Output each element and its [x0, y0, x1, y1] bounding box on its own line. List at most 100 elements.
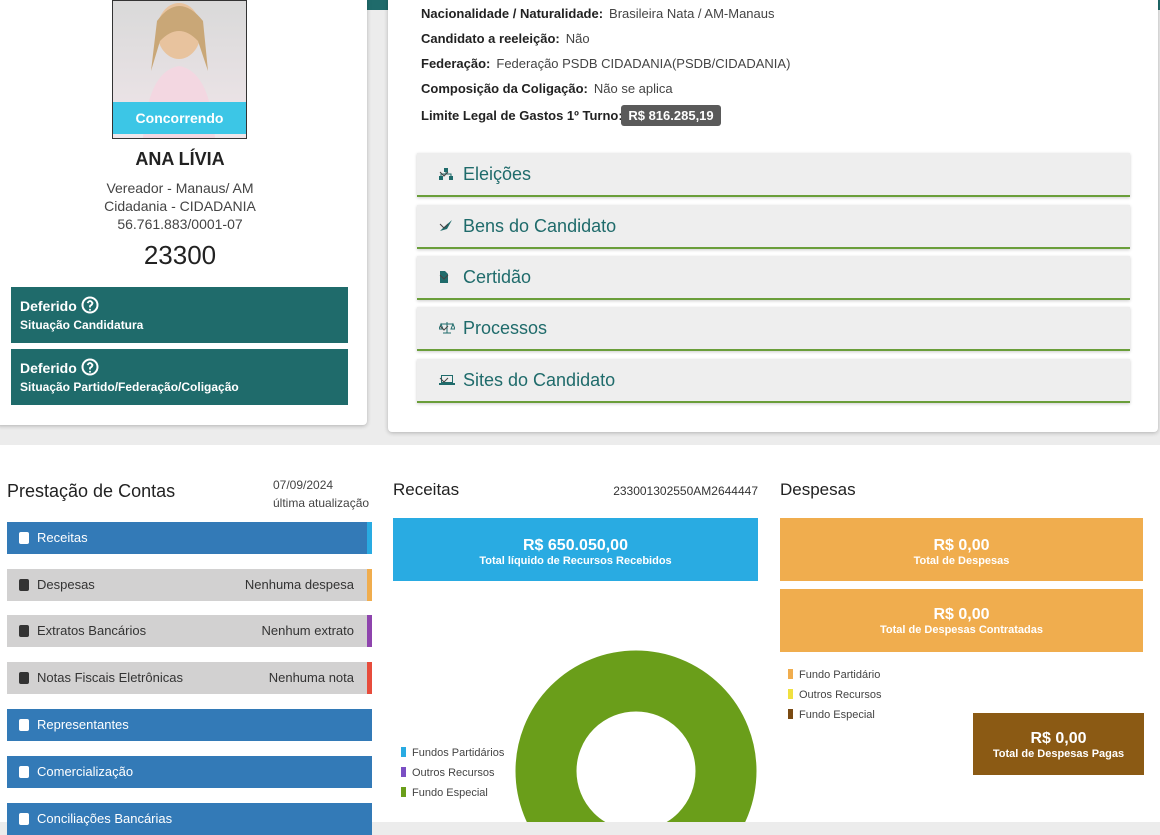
item-label: Despesas	[37, 577, 95, 592]
menu-item[interactable]: Receitas	[7, 522, 372, 554]
legend-label: Fundo Especial	[412, 787, 488, 799]
account-id: 233001302550AM2644447	[613, 484, 758, 498]
accordion-title: Bens do Candidato	[463, 216, 617, 236]
situation-box: Deferido Situação Partido/Federação/Coli…	[11, 349, 348, 405]
item-edge	[367, 522, 372, 554]
accordion[interactable]: Eleições	[417, 153, 1130, 197]
detail-row: Candidato a reeleição: Não	[421, 31, 590, 46]
detail-row: Nacionalidade / Naturalidade: Brasileira …	[421, 6, 775, 21]
detail-row: Federação: Federação PSDB CIDADANIA(PSDB/…	[421, 56, 790, 71]
swatch	[401, 767, 406, 777]
item-icon	[19, 719, 29, 731]
swatch	[401, 787, 406, 797]
help-icon[interactable]	[81, 358, 99, 376]
limit-badge: R$ 816.285,19	[621, 105, 721, 126]
menu-item[interactable]: Despesas Nenhuma despesa	[7, 569, 372, 601]
detail-label: Federação:	[421, 56, 491, 71]
legend-label: Outros Recursos	[412, 767, 495, 779]
legend-label: Fundos Partidários	[412, 747, 505, 759]
detail-value: Brasileira Nata / AM-Manaus	[609, 6, 775, 21]
item-label: Notas Fiscais Eletrônicas	[37, 670, 183, 685]
situation-label: Situação Candidatura	[20, 318, 144, 332]
menu-item[interactable]: Comercialização	[7, 756, 372, 788]
section-title: Prestação de Contas	[7, 481, 176, 501]
item-edge	[367, 615, 372, 647]
icon-shape	[19, 625, 29, 637]
swatch	[401, 747, 406, 757]
situation-status: Deferido	[20, 360, 77, 376]
expense-legend: Fundo Partidário Outros Recursos Fundo E…	[788, 665, 882, 725]
status-button[interactable]: Concorrendo	[113, 102, 246, 134]
item-note: Nenhuma despesa	[244, 577, 354, 592]
info-line: 56.761.883/0001-07	[117, 216, 243, 232]
icon-shape	[19, 813, 29, 825]
chevron	[439, 223, 449, 229]
menu-item[interactable]: Extratos Bancários Nenhum extrato	[7, 615, 372, 647]
info-line: Vereador - Manaus/ AM	[106, 180, 254, 196]
detail-label: Composição da Coligação:	[421, 81, 588, 96]
swatch	[788, 689, 793, 699]
total-label: Total líquido de Recursos Recebidos	[479, 555, 672, 567]
help-icon[interactable]	[81, 296, 99, 314]
legend-item: Fundos Partidários	[401, 743, 504, 763]
swatch	[788, 669, 793, 679]
update-date: 07/09/2024	[273, 478, 334, 492]
icon-shape	[19, 719, 29, 731]
icon-shape	[19, 672, 29, 684]
item-icon	[19, 625, 29, 637]
donut-chart	[515, 650, 757, 822]
detail-value: Não	[565, 31, 590, 46]
item-icon	[19, 766, 29, 778]
total-value: R$ 650.050,00	[523, 537, 628, 554]
menu-item[interactable]: Notas Fiscais Eletrônicas Nenhuma nota	[7, 662, 372, 694]
menu-item[interactable]: Representantes	[7, 709, 372, 741]
accordion-title: Certidão	[463, 267, 532, 287]
icon	[440, 271, 448, 283]
item-label: Receitas	[37, 530, 88, 545]
detail-value: Não se aplica	[593, 81, 673, 96]
accordion[interactable]: Certidão	[417, 256, 1130, 300]
accordion[interactable]: Processos	[417, 307, 1130, 351]
expense-label: Total de Despesas	[913, 555, 1010, 567]
chevron	[439, 377, 449, 383]
chevron	[439, 171, 449, 177]
expense-value: R$ 0,00	[933, 537, 990, 554]
detail-label: Limite Legal de Gastos 1º Turno:	[421, 108, 623, 123]
legend-label: Fundo Especial	[799, 709, 875, 721]
legend-item: Fundo Especial	[401, 783, 504, 803]
chevron	[439, 274, 449, 280]
item-icon	[19, 532, 29, 544]
accordion-title: Processos	[463, 318, 548, 338]
expense-box: R$ 0,00 Total de Despesas Contratadas	[780, 589, 1143, 652]
detail-label: Nacionalidade / Naturalidade:	[421, 6, 604, 21]
item-icon	[19, 813, 29, 825]
legend-item: Outros Recursos	[788, 685, 882, 705]
paid-box: R$ 0,00 Total de Despesas Pagas	[973, 713, 1144, 775]
item-label: Conciliações Bancárias	[37, 811, 173, 826]
legend-item: Fundo Especial	[788, 705, 882, 725]
item-icon	[19, 672, 29, 684]
candidate-info: Vereador - Manaus/ AM Cidadania - CIDADA…	[0, 179, 360, 233]
situation-box: Deferido Situação Candidatura	[11, 287, 348, 343]
accordion-title: Eleições	[463, 164, 532, 184]
info-line: Cidadania - CIDADANIA	[104, 198, 256, 214]
item-label: Extratos Bancários	[37, 623, 147, 638]
accordion-title: Sites do Candidato	[463, 370, 616, 390]
accordion[interactable]: Bens do Candidato	[417, 205, 1130, 249]
section-title: Receitas	[393, 480, 460, 499]
icon-shape	[19, 532, 29, 544]
paid-label: Total de Despesas Pagas	[992, 748, 1125, 760]
legend-item: Fundo Partidário	[788, 665, 882, 685]
total-box: R$ 650.050,00 Total líquido de Recursos R…	[393, 518, 758, 581]
accordion[interactable]: Sites do Candidato	[417, 359, 1130, 403]
menu-item[interactable]: Conciliações Bancárias	[7, 803, 372, 835]
candidate-name: ANA LÍVIA	[135, 149, 225, 169]
situation-label: Situação Partido/Federação/Coligação	[20, 380, 239, 394]
expense-label: Total de Despesas Contratadas	[879, 624, 1043, 636]
item-label: Comercialização	[37, 764, 134, 779]
chevron	[439, 325, 449, 331]
item-icon	[19, 579, 29, 591]
chart-legend: Fundos Partidários Outros Recursos Fundo E…	[401, 743, 504, 803]
candidate-number: 23300	[143, 240, 217, 270]
